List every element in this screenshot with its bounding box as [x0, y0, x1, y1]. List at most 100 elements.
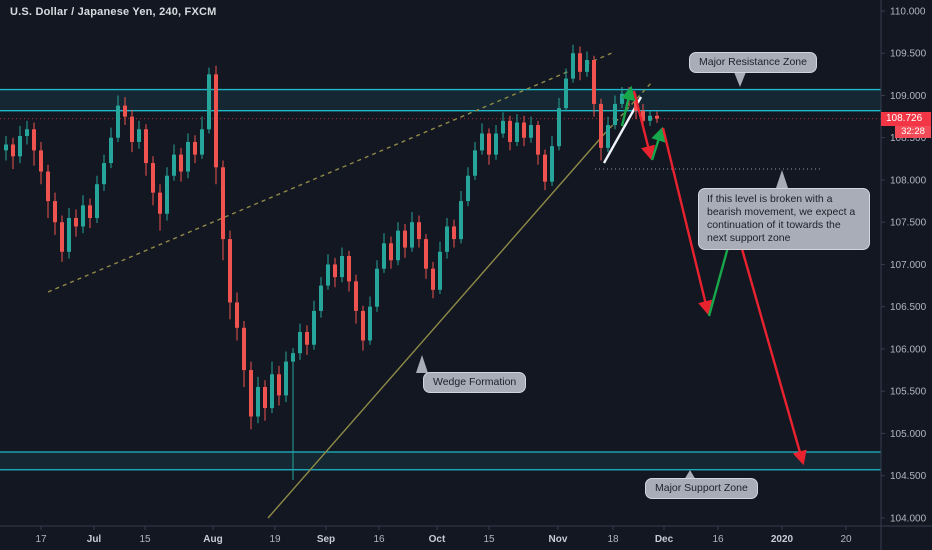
candle-body: [256, 386, 260, 417]
candle-body: [564, 78, 568, 109]
candle-body: [515, 122, 519, 142]
candle-body: [193, 141, 197, 155]
candle-body: [88, 205, 92, 218]
time-tick-label[interactable]: 15: [483, 534, 495, 545]
candle-body: [18, 136, 22, 157]
support-zone-fill: [0, 452, 881, 470]
wedge-formation-label[interactable]: Wedge Formation: [423, 372, 527, 393]
time-tick-label[interactable]: 2020: [771, 534, 794, 545]
candle-body: [25, 129, 29, 137]
candle-body: [319, 285, 323, 311]
candle-body: [571, 53, 575, 79]
breakdown-note[interactable]: If this level is broken with a bearish m…: [698, 188, 870, 250]
candle-body: [529, 125, 533, 138]
forecast-arrow-green[interactable]: [620, 85, 636, 127]
candle-body: [39, 150, 43, 172]
time-tick-label[interactable]: 16: [712, 534, 724, 545]
candle-body: [613, 103, 617, 126]
candle-body: [298, 332, 302, 354]
price-tick-label[interactable]: 104.500: [890, 471, 927, 482]
price-tick-label[interactable]: 110.000: [890, 7, 926, 18]
candle-body: [424, 239, 428, 269]
price-tick-label[interactable]: 109.000: [890, 91, 927, 102]
resistance-zone-fill: [0, 89, 881, 111]
time-tick-label[interactable]: 16: [373, 534, 385, 545]
candle-body: [606, 125, 610, 148]
bar-countdown-badge: 32:28: [895, 126, 931, 138]
time-tick-label[interactable]: 17: [35, 534, 47, 545]
candle-body: [60, 222, 64, 252]
candle-body: [487, 133, 491, 155]
forecast-arrow-red[interactable]: [661, 127, 713, 316]
candle-body: [333, 264, 337, 278]
time-tick-label[interactable]: Jul: [87, 534, 102, 545]
candle-body: [291, 353, 295, 362]
candle-body: [4, 144, 8, 151]
wedge-upper[interactable]: [47, 52, 613, 293]
candle-body: [312, 310, 316, 345]
candle-body: [11, 144, 15, 157]
candle-body: [200, 129, 204, 155]
time-tick-label[interactable]: 20: [840, 534, 852, 545]
time-tick-label[interactable]: Oct: [429, 534, 446, 545]
price-tick-label[interactable]: 107.000: [890, 260, 927, 271]
candle-body: [347, 256, 351, 282]
resistance-zone-label[interactable]: Major Resistance Zone: [689, 52, 817, 73]
time-tick-label[interactable]: 18: [607, 534, 619, 545]
wedge-lower[interactable]: [267, 131, 607, 519]
price-tick-label[interactable]: 109.500: [890, 49, 927, 60]
candle-body: [242, 327, 246, 371]
price-tick-label[interactable]: 107.500: [890, 218, 927, 229]
candle-body: [46, 171, 50, 202]
candle-body: [410, 222, 414, 248]
candle-body: [543, 154, 547, 182]
candle-body: [592, 60, 596, 104]
price-tick-label[interactable]: 106.000: [890, 344, 927, 355]
support-zone-label[interactable]: Major Support Zone: [645, 478, 758, 499]
candle-body: [508, 120, 512, 142]
candle-body: [396, 230, 400, 261]
forecast-arrow-red[interactable]: [734, 227, 807, 466]
candle-body: [151, 163, 155, 193]
candle-body: [641, 110, 645, 121]
time-tick-label[interactable]: 19: [269, 534, 281, 545]
breakdown-note-line1: If this level is broken with a bearish: [707, 193, 833, 218]
candle-body: [473, 150, 477, 176]
candle-body: [389, 243, 393, 261]
candle-body: [431, 268, 435, 290]
candle-body: [116, 105, 120, 138]
candle-body: [277, 374, 281, 396]
time-tick-label[interactable]: Dec: [655, 534, 674, 545]
candle-body: [74, 217, 78, 227]
time-tick-label[interactable]: Nov: [549, 534, 568, 545]
last-price-badge: 108.726: [881, 112, 931, 126]
time-tick-label[interactable]: Sep: [317, 534, 335, 545]
resistance-label-pointer: [734, 72, 746, 87]
candle-body: [438, 251, 442, 290]
price-tick-label[interactable]: 108.500: [890, 133, 927, 144]
price-tick-label[interactable]: 108.000: [890, 175, 927, 186]
price-tick-label[interactable]: 106.500: [890, 302, 927, 313]
forecast-arrow-green[interactable]: [650, 126, 666, 161]
price-tick-label[interactable]: 105.000: [890, 429, 927, 440]
breakdown-note-pointer: [776, 170, 788, 188]
candle-body: [249, 370, 253, 417]
price-tick-label[interactable]: 105.500: [890, 387, 927, 398]
candle-body: [403, 230, 407, 248]
candle-body: [158, 192, 162, 214]
time-tick-label[interactable]: 15: [139, 534, 151, 545]
candle-body: [95, 184, 99, 218]
forecast-arrow-red[interactable]: [632, 90, 656, 161]
candle-body: [578, 53, 582, 72]
price-tick-label[interactable]: 104.000: [890, 513, 927, 524]
symbol-title: U.S. Dollar / Japanese Yen, 240, FXCM: [10, 6, 217, 18]
candle-body: [459, 201, 463, 240]
candle-body: [557, 108, 561, 147]
candle-body: [228, 239, 232, 303]
time-tick-label[interactable]: Aug: [203, 534, 222, 545]
candle-body: [452, 226, 456, 240]
candle-body: [494, 133, 498, 155]
candle-body: [368, 306, 372, 341]
